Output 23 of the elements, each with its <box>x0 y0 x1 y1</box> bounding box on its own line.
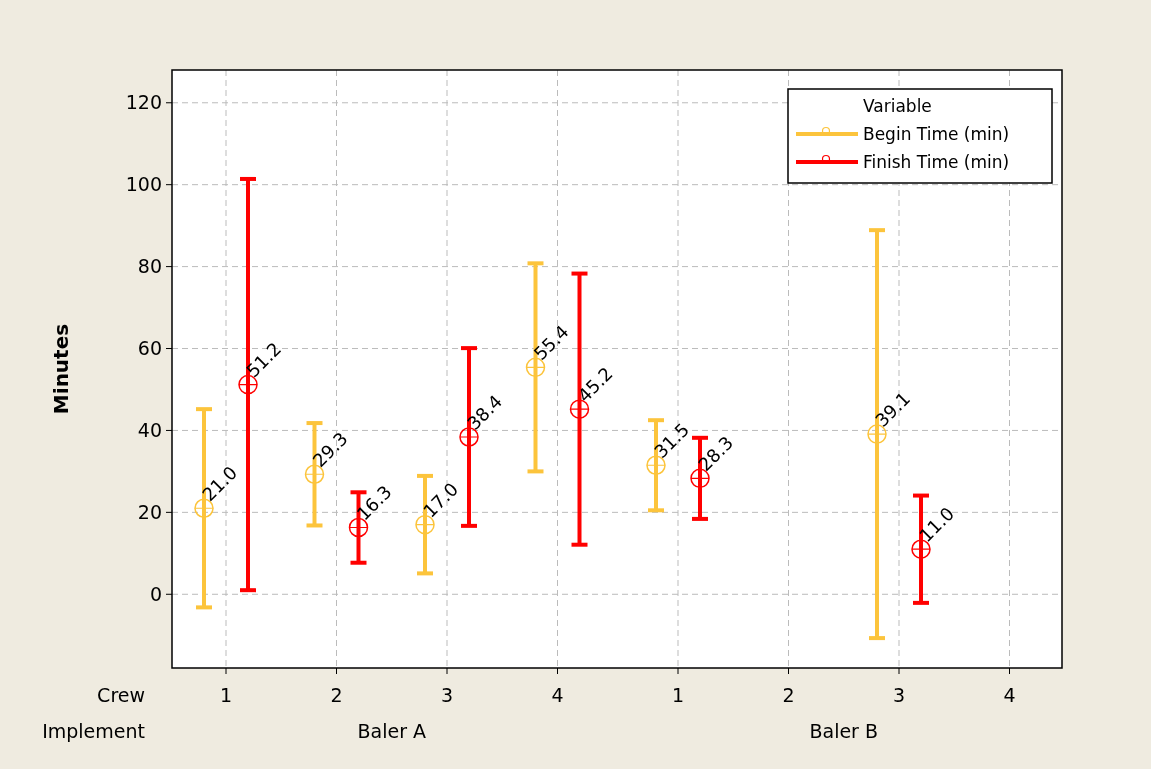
y-tick-label: 100 <box>125 173 162 196</box>
y-tick-label: 20 <box>137 501 162 524</box>
x-tick-label: 2 <box>782 684 795 706</box>
y-axis-title: Minutes <box>49 323 73 415</box>
legend-label: Begin Time (min) <box>863 123 1010 144</box>
y-tick-label: 120 <box>125 91 162 114</box>
y-tick-label: 40 <box>137 419 162 442</box>
x-tick-label: 2 <box>330 684 343 706</box>
legend-label: Finish Time (min) <box>863 151 1010 172</box>
x-tick-label: 4 <box>1003 684 1016 706</box>
text: Baler A <box>357 720 426 742</box>
y-tick-label: 80 <box>137 255 162 278</box>
x-tick-label: 4 <box>551 684 564 706</box>
x-tick-label: 3 <box>440 684 454 706</box>
x-tick-label: 3 <box>892 684 906 706</box>
x-tick-label: 1 <box>671 684 685 706</box>
y-tick-label: 60 <box>137 337 162 360</box>
x-tick-label: 1 <box>219 684 233 706</box>
legend-title: Variable <box>863 96 932 116</box>
text: Implement <box>42 720 145 742</box>
y-tick-label: 0 <box>149 582 162 605</box>
text: Crew <box>97 684 145 706</box>
text: Baler B <box>809 720 879 742</box>
